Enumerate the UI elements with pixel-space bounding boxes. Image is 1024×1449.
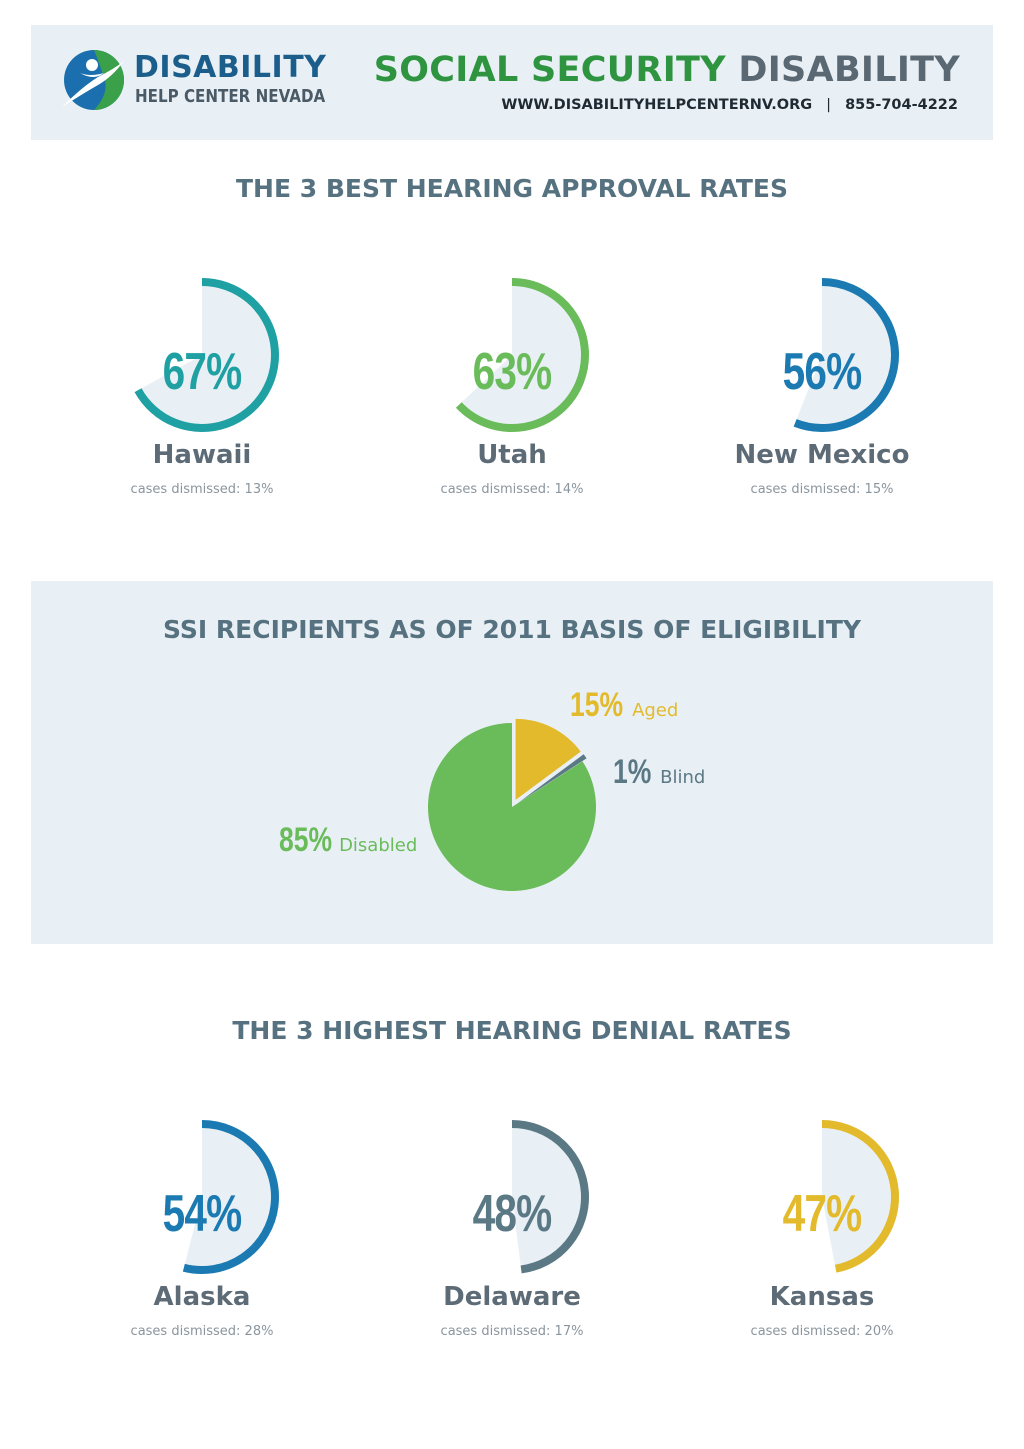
pie-label-aged: 15% Aged [570, 686, 678, 725]
gauge-new-mexico-graphic [793, 278, 899, 432]
website-link[interactable]: WWW.DISABILITYHELPCENTERNV.ORG [501, 97, 813, 113]
gauge-dismissed: cases dismissed: 17% [440, 1324, 584, 1339]
gauge-state-name: Utah [477, 440, 547, 470]
gauge-dismissed: cases dismissed: 15% [750, 482, 894, 497]
gauge-alaska: 54% Alaska cases dismissed: 28% [77, 1112, 327, 1362]
gauge-fill-sector [458, 282, 585, 428]
gauge-kansas: 47% Kansas cases dismissed: 20% [697, 1112, 947, 1362]
gauge-percent: 54% [162, 1185, 243, 1243]
gauge-fill-sector [183, 1124, 275, 1270]
gauge-hawaii-graphic [134, 278, 279, 432]
gauge-alaska-graphic [182, 1120, 279, 1274]
pie-label-blind: 1% Blind [613, 753, 705, 792]
gauge-dismissed: cases dismissed: 28% [130, 1324, 274, 1339]
gauge-dismissed: cases dismissed: 14% [440, 482, 584, 497]
gauge-fill-sector [512, 1124, 585, 1270]
gauge-state-name: New Mexico [734, 440, 910, 470]
gauge-arc [182, 1120, 279, 1274]
logo-icon [62, 50, 124, 110]
ssi-pie-chart [428, 718, 596, 891]
pie-slice-aged [515, 718, 581, 800]
ssi-band [31, 581, 993, 944]
phone-number[interactable]: 855-704-4222 [845, 97, 958, 113]
gauge-hawaii: 67% Hawaii cases dismissed: 13% [77, 270, 327, 520]
gauge-utah-graphic [455, 278, 589, 432]
contact-line: WWW.DISABILITYHELPCENTERNV.ORG | 855-704-4… [501, 97, 958, 113]
gauge-fill-sector [822, 1124, 895, 1269]
page-title-part2: DISABILITY [738, 50, 960, 90]
gauge-percent: 56% [782, 343, 863, 401]
gauge-dismissed: cases dismissed: 20% [750, 1324, 894, 1339]
gauge-delaware: 48% Delaware cases dismissed: 17% [387, 1112, 637, 1362]
pie-label-disabled: 85% Disabled [279, 821, 417, 860]
page-title-part1: SOCIAL SECURITY [373, 50, 726, 90]
pie-slice-blind [518, 754, 587, 803]
pie-label-disabled-text: Disabled [339, 835, 418, 856]
gauge-state-name: Alaska [153, 1282, 251, 1312]
gauge-arc [134, 278, 279, 432]
ssi-section-title: SSI RECIPIENTS AS OF 2011 BASIS OF ELIGI… [163, 615, 861, 644]
gauge-fill-sector [138, 282, 275, 428]
header-band [31, 25, 993, 140]
gauge-dismissed: cases dismissed: 13% [130, 482, 274, 497]
denial-section-title: THE 3 HIGHEST HEARING DENIAL RATES [232, 1016, 792, 1045]
approval-section-title: THE 3 BEST HEARING APPROVAL RATES [235, 174, 789, 203]
logo-subtitle: HELP CENTER NEVADA [135, 86, 326, 107]
gauge-fill-sector [795, 282, 895, 428]
pie-label-blind-percent: 1% [613, 753, 652, 791]
gauge-new-mexico: 56% New Mexico cases dismissed: 15% [697, 270, 947, 520]
gauge-state-name: Hawaii [152, 440, 252, 470]
pie-label-aged-percent: 15% [570, 686, 624, 724]
gauge-arc [821, 1120, 899, 1273]
gauge-percent: 67% [162, 343, 243, 401]
gauge-delaware-graphic [511, 1120, 589, 1274]
pie-slice-disabled [428, 723, 596, 891]
gauge-state-name: Delaware [443, 1282, 581, 1312]
gauge-arc [793, 278, 899, 432]
contact-separator: | [826, 97, 832, 113]
pie-label-disabled-percent: 85% [279, 821, 333, 859]
gauge-percent: 63% [472, 343, 553, 401]
gauge-state-name: Kansas [769, 1282, 875, 1312]
gauge-percent: 47% [782, 1185, 863, 1243]
pie-label-blind-text: Blind [660, 767, 706, 788]
pie-label-aged-text: Aged [632, 700, 679, 721]
gauge-utah: 63% Utah cases dismissed: 14% [387, 270, 637, 520]
gauge-kansas-graphic [821, 1120, 899, 1273]
logo-wordmark: DISABILITY [134, 50, 327, 85]
gauge-arc [455, 278, 589, 432]
gauge-percent: 48% [472, 1185, 553, 1243]
page-title: SOCIAL SECURITY DISABILITY [374, 50, 960, 90]
gauge-arc [511, 1120, 589, 1274]
